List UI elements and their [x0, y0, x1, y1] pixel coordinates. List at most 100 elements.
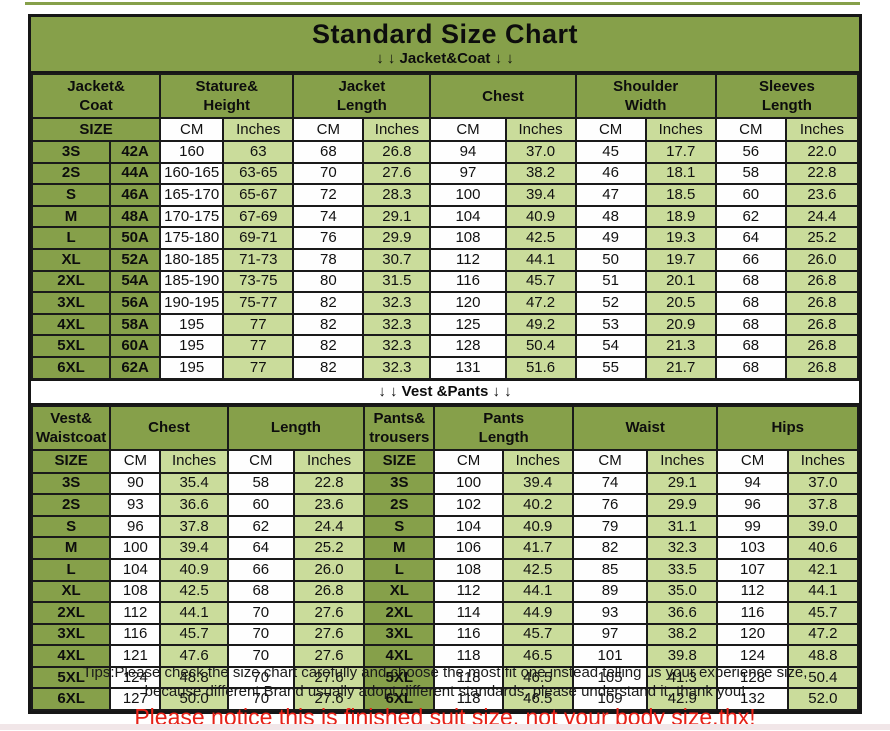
value-cell: 62 [226, 514, 295, 539]
value-cell: 68 [714, 312, 787, 337]
value-cell: 29.1 [646, 471, 719, 496]
value-cell: 55 [574, 355, 647, 380]
value-cell: 22.8 [784, 161, 860, 186]
value-cell: 32.3 [362, 355, 432, 380]
value-cell: 80 [292, 269, 365, 294]
value-cell: 17.7 [644, 140, 717, 164]
value-cell: 97 [571, 622, 649, 647]
unit-header: Inches [504, 117, 577, 142]
value-cell: 68 [714, 291, 787, 315]
value-cell: 63-65 [222, 161, 295, 186]
value-cell: 118 [433, 687, 504, 712]
value-cell: 48.8 [786, 644, 860, 668]
value-cell: 40.6 [786, 536, 860, 560]
value-cell: 108 [433, 557, 504, 582]
value-cell: 26.8 [784, 312, 860, 337]
value-cell: 94 [716, 471, 789, 496]
value-cell: 26.8 [784, 355, 860, 380]
size-cell: 3XL [363, 622, 436, 647]
size-cell: 62A [109, 355, 162, 380]
value-cell: 18.5 [644, 183, 717, 207]
value-cell: 44.1 [504, 247, 577, 272]
value-cell: 30.7 [362, 247, 432, 272]
value-cell: 125 [429, 312, 507, 337]
value-cell: 102 [433, 493, 504, 517]
value-cell: 116 [109, 622, 162, 647]
value-cell: 65-67 [222, 183, 295, 207]
unit-header: CM [714, 117, 787, 142]
value-cell: 127 [109, 687, 162, 712]
value-cell: 195 [159, 355, 225, 380]
size-cell: S [30, 514, 112, 539]
value-cell: 77 [222, 355, 295, 380]
size-cell: 42A [109, 140, 162, 164]
value-cell: 70 [226, 622, 295, 647]
value-cell: 120 [429, 291, 507, 315]
value-cell: 32.3 [362, 312, 432, 337]
table-row: M 48A 170-175 67-69 74 29.1 104 40.9 48 18.9 62 24.… [30, 204, 860, 229]
size-cell: XL [30, 247, 112, 272]
table-row: L 104 40.9 66 26.0 L 108 42.5 85 33.5 107 42.1 [30, 557, 860, 582]
table-row: 6XL 62A 195 77 82 32.3 131 51.6 55 21.7 68 26.8 [30, 355, 860, 380]
size-cell: L [30, 226, 112, 250]
value-cell: 70 [226, 601, 295, 625]
value-cell: 76 [292, 226, 365, 250]
value-cell: 77 [222, 312, 295, 337]
size-cell: 6XL [30, 687, 112, 712]
table-row: 2S 44A 160-165 63-65 70 27.6 97 38.2 46 18.1 58 22.… [30, 161, 860, 186]
value-cell: 20.1 [644, 269, 717, 294]
size-cell: M [363, 536, 436, 560]
unit-header: CM [292, 117, 365, 142]
size-cell: 4XL [363, 644, 436, 668]
value-cell: 38.2 [504, 161, 577, 186]
value-cell: 48 [574, 204, 647, 229]
value-cell: 54 [574, 334, 647, 358]
value-cell: 52.0 [786, 687, 860, 712]
value-cell: 27.6 [292, 644, 366, 668]
value-cell: 18.1 [644, 161, 717, 186]
value-cell: 46.5 [501, 665, 574, 690]
size-cell: 3S [30, 471, 112, 496]
value-cell: 108 [109, 579, 162, 604]
value-cell: 79 [571, 514, 649, 539]
value-cell: 180-185 [159, 247, 225, 272]
value-cell: 185-190 [159, 269, 225, 294]
value-cell: 37.0 [786, 471, 860, 496]
value-cell: 190-195 [159, 291, 225, 315]
value-cell: 44.1 [159, 601, 229, 625]
column-group-header: Shoulder Width [574, 73, 717, 119]
title-block: Standard Size Chart ↓ ↓ Jacket&Coat ↓ ↓ [31, 17, 859, 73]
value-cell: 85 [571, 557, 649, 582]
column-group-header: Chest [109, 404, 229, 451]
value-cell: 78 [292, 247, 365, 272]
size-cell: 6XL [363, 687, 436, 712]
value-cell: 46.5 [501, 644, 574, 668]
value-cell: 71-73 [222, 247, 295, 272]
column-group-header: Chest [429, 73, 577, 119]
value-cell: 103 [716, 536, 789, 560]
unit-header: Inches [362, 117, 432, 142]
value-cell: 58 [714, 161, 787, 186]
value-cell: 100 [429, 183, 507, 207]
value-cell: 116 [433, 622, 504, 647]
size-cell: 60A [109, 334, 162, 358]
value-cell: 45.7 [159, 622, 229, 647]
size-cell: S [363, 514, 436, 539]
value-cell: 132 [716, 687, 789, 712]
value-cell: 121 [109, 644, 162, 668]
value-cell: 68 [714, 269, 787, 294]
value-cell: 50 [574, 247, 647, 272]
value-cell: 73-75 [222, 269, 295, 294]
value-cell: 77 [222, 334, 295, 358]
value-cell: 128 [716, 665, 789, 690]
table-row: 3XL 56A 190-195 75-77 82 32.3 120 47.2 52 20.5 68 2… [30, 291, 860, 315]
size-cell: 3XL [30, 291, 112, 315]
value-cell: 45 [574, 140, 647, 164]
vest-pants-table: Vest& Waistcoat Chest Length Pants& trouser… [30, 404, 860, 712]
value-cell: 33.5 [646, 557, 719, 582]
value-cell: 112 [429, 247, 507, 272]
value-cell: 89 [571, 579, 649, 604]
table-row: 5XL 124 48.8 70 27.6 5XL 118 46.5 105 41.3 128 50.4 [30, 665, 860, 690]
size-cell: 3XL [30, 622, 112, 647]
size-cell: 48A [109, 204, 162, 229]
